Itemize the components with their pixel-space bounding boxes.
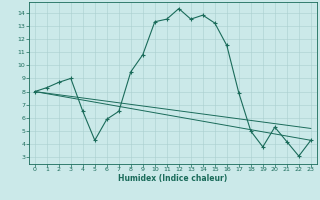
X-axis label: Humidex (Indice chaleur): Humidex (Indice chaleur) xyxy=(118,174,228,183)
